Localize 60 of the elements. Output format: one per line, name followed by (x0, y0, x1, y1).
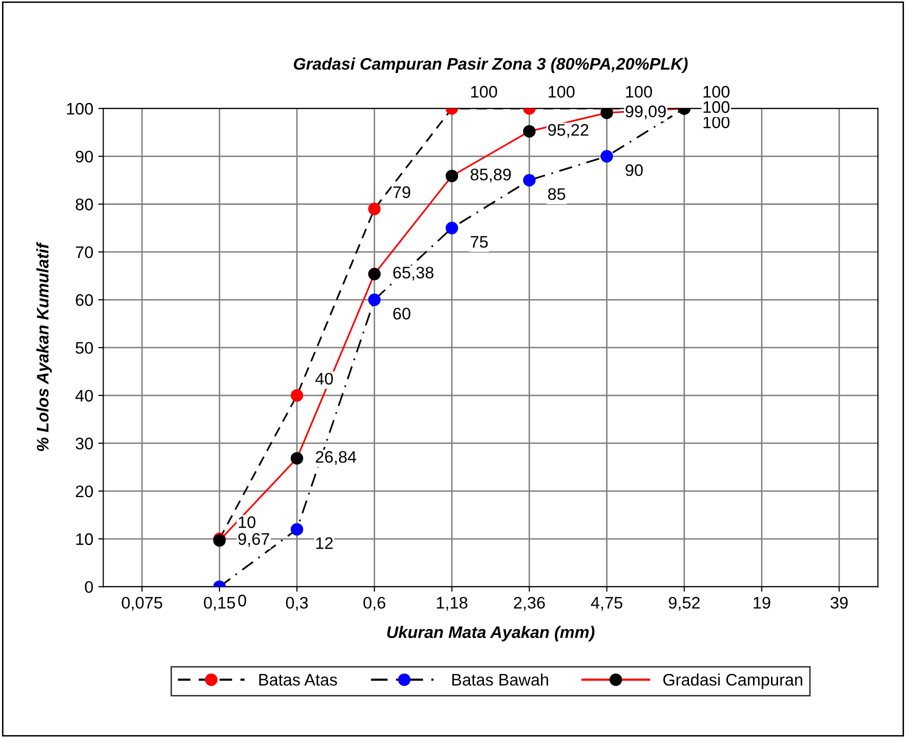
legend-label: Batas Bawah (452, 673, 548, 686)
data-label: 100 (704, 86, 730, 98)
point (368, 294, 381, 306)
x-tick-label: 39 (830, 596, 848, 609)
data-label: 60 (393, 308, 410, 320)
data-label: 90 (626, 164, 643, 176)
data-label: 100 (548, 86, 575, 98)
x-tick-label: 0,6 (363, 596, 386, 611)
y-tick-label: 80 (76, 198, 93, 210)
y-tick-label: 60 (76, 294, 93, 306)
data-label: 65,38 (393, 266, 434, 280)
y-tick-label: 30 (76, 438, 93, 450)
legend-label: Gradasi Campuran (663, 673, 802, 689)
data-label: 85,89 (470, 168, 511, 182)
y-tick-label: 40 (75, 390, 93, 402)
data-label: 100 (704, 101, 730, 113)
point (600, 150, 614, 163)
data-label: 40 (315, 372, 333, 385)
point (446, 222, 458, 234)
data-label: 75 (470, 236, 488, 248)
point (523, 174, 536, 186)
data-label: 0 (238, 594, 246, 606)
x-tick-label: 0,3 (286, 596, 308, 611)
data-label: 10 (238, 516, 256, 528)
data-label: 100 (471, 86, 498, 98)
y-tick-label: 10 (76, 533, 93, 546)
x-tick-label: 19 (754, 596, 770, 609)
point (368, 268, 381, 280)
x-axis-title: Ukuran Mata Ayakan (mm) (387, 626, 594, 642)
data-label: 95,22 (548, 124, 588, 138)
x-tick-label: 1,18 (436, 596, 468, 611)
x-tick-label: 4,75 (590, 597, 622, 611)
y-tick-label: 100 (67, 102, 93, 115)
data-label: 26,84 (316, 451, 356, 465)
y-axis-title: % Lolos Ayakan Kumulatif (36, 242, 52, 452)
data-label: 99,09 (626, 106, 666, 120)
point (290, 523, 304, 536)
legend-label: Batas Atas (259, 674, 338, 686)
y-tick-label: 0 (84, 581, 93, 593)
point (600, 108, 614, 120)
point (290, 389, 304, 402)
data-label: 12 (316, 537, 333, 549)
data-label: 85 (548, 188, 566, 200)
data-label: 100 (704, 116, 730, 128)
y-tick-label: 90 (76, 150, 93, 163)
x-tick-label: 0,15 (204, 596, 235, 611)
data-label: 100 (626, 86, 652, 98)
y-tick-label: 20 (76, 485, 93, 498)
data-label: 79 (393, 186, 410, 198)
x-tick-label: 2,36 (514, 596, 545, 611)
x-tick-label: 9,52 (668, 596, 700, 611)
point (290, 452, 304, 465)
x-tick-label: 0,075 (122, 596, 162, 611)
chart-title: Gradasi Campuran Pasir Zona 3 (80%PA,20%PLK) (294, 58, 688, 74)
point (523, 125, 536, 138)
point (368, 202, 381, 216)
data-label: 9,67 (238, 533, 270, 547)
y-tick-label: 70 (76, 246, 93, 258)
point (446, 170, 458, 182)
y-tick-label: 50 (76, 342, 93, 354)
